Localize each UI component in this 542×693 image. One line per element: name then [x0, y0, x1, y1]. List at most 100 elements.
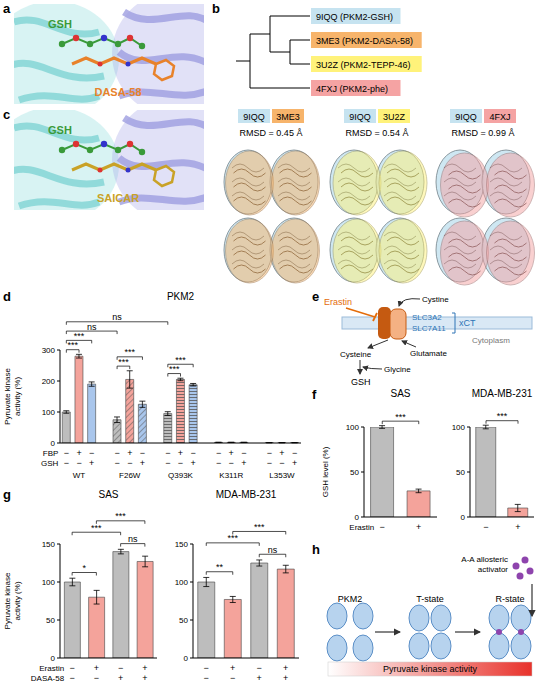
svg-text:T-state: T-state: [416, 594, 444, 604]
svg-text:Erastin: Erastin: [324, 297, 352, 307]
svg-text:+: +: [515, 522, 520, 532]
svg-text:activator: activator: [478, 565, 509, 574]
svg-text:−: −: [204, 663, 209, 673]
svg-text:50: 50: [179, 616, 188, 625]
svg-text:+: +: [94, 663, 99, 673]
svg-text:***: ***: [67, 340, 78, 350]
svg-text:L353W: L353W: [269, 471, 295, 480]
svg-text:−: −: [230, 673, 235, 683]
svg-text:+: +: [118, 673, 123, 683]
svg-text:0: 0: [355, 513, 360, 522]
svg-text:50: 50: [456, 468, 465, 477]
svg-text:50: 50: [46, 616, 55, 625]
svg-text:−: −: [267, 458, 272, 468]
svg-text:***: ***: [175, 355, 186, 365]
svg-text:200: 200: [42, 377, 56, 386]
svg-text:+: +: [191, 458, 196, 468]
svg-text:Glutamate: Glutamate: [410, 349, 447, 358]
svg-text:R-state: R-state: [495, 594, 524, 604]
svg-text:−: −: [127, 458, 132, 468]
svg-text:DASA-58: DASA-58: [31, 674, 65, 683]
svg-text:Erastin: Erastin: [349, 523, 374, 532]
svg-text:GSH level (%): GSH level (%): [321, 446, 330, 497]
svg-text:3ME3: 3ME3: [276, 112, 300, 122]
svg-text:−: −: [178, 458, 183, 468]
svg-text:4FXJ: 4FXJ: [489, 112, 510, 122]
svg-text:Cytoplasm: Cytoplasm: [472, 336, 510, 345]
svg-text:+: +: [142, 673, 147, 683]
svg-text:−: −: [257, 663, 262, 673]
svg-text:***: ***: [91, 523, 102, 533]
svg-text:***: ***: [115, 511, 126, 521]
svg-text:300: 300: [42, 346, 56, 355]
svg-text:−: −: [76, 458, 81, 468]
svg-text:*: *: [82, 563, 86, 573]
svg-text:9IQQ (PKM2-GSH): 9IQQ (PKM2-GSH): [316, 12, 393, 22]
svg-text:ns: ns: [87, 322, 97, 332]
svg-text:***: ***: [254, 522, 265, 532]
svg-text:SAICAR: SAICAR: [97, 192, 139, 204]
svg-text:9IQQ: 9IQQ: [455, 112, 477, 122]
svg-text:RMSD = 0.54 Å: RMSD = 0.54 Å: [346, 128, 409, 138]
svg-text:Pyruvate kinaseactivity (%): Pyruvate kinaseactivity (%): [3, 367, 22, 424]
svg-text:+: +: [229, 448, 234, 458]
svg-text:−: −: [114, 448, 119, 458]
svg-text:***: ***: [497, 411, 508, 421]
svg-text:ns: ns: [268, 545, 278, 555]
svg-text:**: **: [216, 562, 224, 572]
svg-text:100: 100: [346, 423, 360, 432]
svg-text:+: +: [89, 458, 94, 468]
svg-text:0: 0: [184, 654, 189, 663]
svg-text:Q393K: Q393K: [168, 471, 194, 480]
svg-text:3U2Z (PKM2-TEPP-46): 3U2Z (PKM2-TEPP-46): [316, 60, 411, 70]
svg-text:***: ***: [227, 533, 238, 543]
svg-text:−: −: [140, 448, 145, 458]
svg-text:+: +: [76, 448, 81, 458]
svg-text:−: −: [69, 673, 74, 683]
svg-text:***: ***: [118, 357, 129, 367]
svg-text:−: −: [165, 458, 170, 468]
svg-text:100: 100: [175, 578, 189, 587]
svg-text:150: 150: [42, 540, 56, 549]
svg-text:−: −: [216, 448, 221, 458]
svg-text:+: +: [279, 448, 284, 458]
svg-text:+: +: [416, 522, 421, 532]
svg-text:WT: WT: [73, 471, 86, 480]
svg-text:+: +: [178, 448, 183, 458]
svg-text:3ME3 (PKM2-DASA-58): 3ME3 (PKM2-DASA-58): [316, 36, 413, 46]
svg-text:150: 150: [175, 540, 189, 549]
svg-text:Cysteine: Cysteine: [340, 350, 372, 359]
svg-text:SLC7A11: SLC7A11: [412, 324, 446, 333]
svg-text:−: −: [279, 458, 284, 468]
svg-text:50: 50: [350, 468, 359, 477]
svg-text:***: ***: [74, 331, 85, 341]
svg-text:−: −: [64, 448, 69, 458]
svg-text:100: 100: [452, 423, 466, 432]
svg-text:ns: ns: [128, 534, 138, 544]
svg-text:A-A allosteric: A-A allosteric: [461, 555, 508, 564]
svg-text:F26W: F26W: [119, 471, 141, 480]
svg-text:9IQQ: 9IQQ: [243, 112, 265, 122]
svg-text:RMSD = 0.45 Å: RMSD = 0.45 Å: [240, 128, 303, 138]
svg-text:100: 100: [42, 408, 56, 417]
svg-text:0: 0: [461, 513, 466, 522]
svg-text:−: −: [292, 448, 297, 458]
svg-text:***: ***: [395, 412, 406, 422]
svg-text:−: −: [380, 522, 385, 532]
svg-text:GSH: GSH: [41, 459, 59, 468]
svg-text:4FXJ (PKM2-phe): 4FXJ (PKM2-phe): [316, 84, 388, 94]
svg-text:+: +: [140, 458, 145, 468]
svg-text:−: −: [241, 448, 246, 458]
svg-text:+: +: [283, 663, 288, 673]
svg-text:***: ***: [169, 364, 180, 374]
svg-text:Erastin: Erastin: [39, 664, 64, 673]
svg-text:Pyruvate kinaseactivity (%): Pyruvate kinaseactivity (%): [3, 572, 22, 629]
svg-text:−: −: [69, 663, 74, 673]
svg-text:K311R: K311R: [219, 471, 243, 480]
svg-text:FBP: FBP: [43, 449, 59, 458]
svg-text:+: +: [230, 663, 235, 673]
svg-text:***: ***: [125, 347, 136, 357]
svg-text:ns: ns: [112, 312, 122, 322]
svg-text:100: 100: [42, 578, 56, 587]
svg-text:RMSD = 0.99 Å: RMSD = 0.99 Å: [452, 128, 515, 138]
